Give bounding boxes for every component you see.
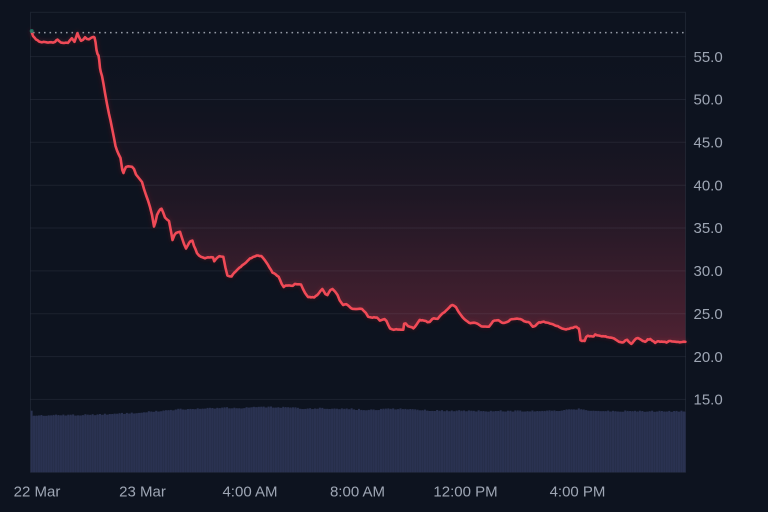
- svg-text:50.0: 50.0: [694, 92, 723, 109]
- svg-text:22 Mar: 22 Mar: [14, 484, 61, 501]
- svg-text:35.0: 35.0: [694, 220, 723, 237]
- svg-text:45.0: 45.0: [694, 135, 723, 152]
- svg-text:4:00 PM: 4:00 PM: [550, 484, 606, 501]
- svg-text:23 Mar: 23 Mar: [119, 484, 166, 501]
- svg-text:15.0: 15.0: [694, 392, 723, 409]
- svg-text:4:00 AM: 4:00 AM: [222, 484, 277, 501]
- svg-text:30.0: 30.0: [694, 263, 723, 280]
- svg-text:25.0: 25.0: [694, 306, 723, 323]
- svg-text:8:00 AM: 8:00 AM: [330, 484, 385, 501]
- svg-text:12:00 PM: 12:00 PM: [433, 484, 497, 501]
- svg-text:40.0: 40.0: [694, 177, 723, 194]
- svg-text:55.0: 55.0: [694, 49, 723, 66]
- svg-text:20.0: 20.0: [694, 349, 723, 366]
